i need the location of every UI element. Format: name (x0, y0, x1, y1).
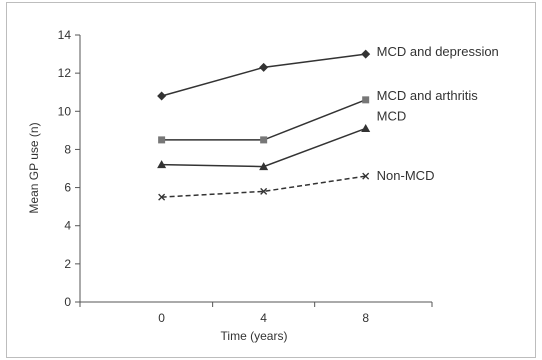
diamond-marker (259, 62, 269, 72)
series-label: MCD and depression (377, 44, 499, 59)
series-label: MCD (377, 108, 407, 123)
y-tick-label: 14 (58, 28, 72, 42)
cross-marker (158, 193, 166, 201)
y-tick-label: 4 (64, 219, 71, 233)
y-tick-label: 12 (58, 66, 72, 80)
series-mcd-and-depression: MCD and depression (157, 44, 499, 101)
y-tick-label: 8 (64, 142, 71, 156)
axes: 0 2 4 6 8 10 12 14 0 4 8 (58, 28, 433, 325)
series-layer: MCD and depression MCD and arthritis MCD No… (157, 44, 499, 201)
square-marker (158, 136, 166, 144)
cross-marker (362, 172, 370, 180)
series-non-mcd: Non-MCD (158, 168, 435, 201)
series-line (161, 99, 366, 141)
diamond-marker (361, 49, 371, 59)
series-line (161, 53, 366, 97)
y-tick-label: 10 (58, 104, 72, 118)
series-mcd-and-arthritis: MCD and arthritis (158, 88, 478, 144)
series-line (161, 175, 366, 198)
series-label: Non-MCD (377, 168, 435, 183)
cross-marker (260, 187, 268, 195)
triangle-marker (361, 123, 371, 132)
series-mcd: MCD (157, 108, 407, 171)
chart-frame (6, 2, 536, 358)
triangle-marker (259, 162, 269, 171)
x-tick-label: 4 (260, 311, 267, 325)
square-marker (362, 96, 370, 104)
x-tick-label: 8 (362, 311, 369, 325)
x-axis-label: Time (years) (221, 329, 288, 343)
y-tick-label: 0 (64, 295, 71, 309)
y-tick-label: 6 (64, 181, 71, 195)
series-label: MCD and arthritis (377, 88, 479, 103)
x-tick-label: 0 (158, 311, 165, 325)
series-line (161, 127, 366, 168)
y-axis-label: Mean GP use (n) (27, 122, 41, 213)
diamond-marker (157, 91, 167, 101)
square-marker (260, 136, 268, 144)
triangle-marker (157, 160, 167, 169)
y-tick-label: 2 (64, 257, 71, 271)
